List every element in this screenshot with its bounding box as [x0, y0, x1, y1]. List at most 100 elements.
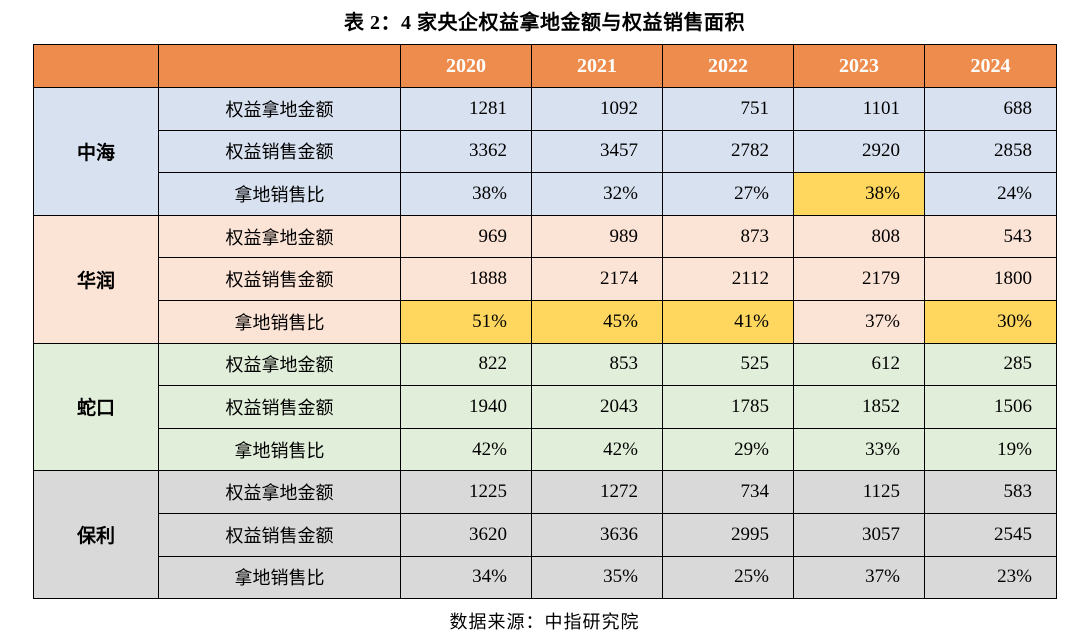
value-cell: 24% [924, 172, 1057, 216]
value-cell-highlighted: 38% [793, 172, 925, 216]
table-row: 权益销售金额 1940 2043 1785 1852 1506 [33, 385, 1057, 429]
value-cell: 3057 [793, 512, 925, 557]
value-cell: 583 [924, 470, 1057, 514]
value-cell: 2995 [662, 512, 794, 557]
value-cell: 42% [400, 427, 532, 472]
table-row: 拿地销售比 42% 42% 29% 33% 19% [33, 427, 1057, 472]
value-cell: 33% [793, 427, 925, 472]
metric-label-cell: 拿地销售比 [158, 427, 401, 472]
value-cell: 688 [924, 87, 1057, 131]
value-cell: 989 [531, 214, 663, 259]
value-cell: 1225 [400, 470, 532, 514]
value-cell: 822 [400, 342, 532, 387]
value-cell: 2043 [531, 385, 663, 429]
metric-label-cell: 权益销售金额 [158, 257, 401, 301]
metric-label-cell: 权益拿地金额 [158, 342, 401, 387]
value-cell: 3636 [531, 512, 663, 557]
metric-label-cell: 拿地销售比 [158, 555, 401, 600]
header-year-2023: 2023 [793, 44, 925, 88]
value-cell: 853 [531, 342, 663, 387]
value-cell: 2112 [662, 257, 794, 301]
header-year-2020: 2020 [400, 44, 532, 88]
value-cell: 285 [924, 342, 1057, 387]
value-cell: 23% [924, 555, 1057, 600]
entity-name-cell: 华润 [33, 214, 159, 344]
table-row: 拿地销售比 34% 35% 25% 37% 23% [33, 555, 1057, 600]
value-cell-highlighted: 30% [924, 299, 1057, 344]
value-cell: 3620 [400, 512, 532, 557]
value-cell: 2179 [793, 257, 925, 301]
table-row: 中海 权益拿地金额 1281 1092 751 1101 688 [33, 87, 1057, 216]
table-row: 拿地销售比 38% 32% 27% 38% 24% [33, 172, 1057, 216]
table-row: 拿地销售比 51% 45% 41% 37% 30% [33, 299, 1057, 344]
value-cell: 32% [531, 172, 663, 216]
value-cell: 2782 [662, 129, 794, 174]
value-cell-highlighted: 51% [400, 299, 532, 344]
value-cell: 734 [662, 470, 794, 514]
table-row: 华润 权益拿地金额 969 989 873 808 543 [33, 214, 1057, 344]
value-cell: 34% [400, 555, 532, 600]
table-row: 保利 权益拿地金额 1225 1272 734 1125 583 [33, 470, 1057, 600]
value-cell: 37% [793, 299, 925, 344]
table-row: 蛇口 权益拿地金额 822 853 525 612 285 [33, 342, 1057, 472]
entity-name-cell: 蛇口 [33, 342, 159, 472]
table-title: 表 2：4 家央企权益拿地金额与权益销售面积 [344, 12, 745, 34]
value-cell: 873 [662, 214, 794, 259]
value-cell: 612 [793, 342, 925, 387]
value-cell: 1281 [400, 87, 532, 131]
value-cell: 29% [662, 427, 794, 472]
metric-label-cell: 拿地销售比 [158, 172, 401, 216]
value-cell: 1852 [793, 385, 925, 429]
value-cell: 2174 [531, 257, 663, 301]
value-cell: 1101 [793, 87, 925, 131]
header-metric-blank [158, 44, 401, 88]
header-year-2022: 2022 [662, 44, 794, 88]
entity-name-cell: 中海 [33, 87, 159, 216]
value-cell: 27% [662, 172, 794, 216]
value-cell: 808 [793, 214, 925, 259]
value-cell-highlighted: 41% [662, 299, 794, 344]
table-header-row: 2020 2021 2022 2023 2024 [33, 44, 1057, 88]
table-row: 权益销售金额 3620 3636 2995 3057 2545 [33, 512, 1057, 557]
metric-label-cell: 拿地销售比 [158, 299, 401, 344]
table-row: 权益销售金额 3362 3457 2782 2920 2858 [33, 129, 1057, 174]
value-cell: 42% [531, 427, 663, 472]
value-cell: 2920 [793, 129, 925, 174]
value-cell: 3362 [400, 129, 532, 174]
metric-label-cell: 权益拿地金额 [158, 470, 401, 514]
value-cell: 3457 [531, 129, 663, 174]
entity-name-cell: 保利 [33, 470, 159, 600]
value-cell: 38% [400, 172, 532, 216]
value-cell: 1125 [793, 470, 925, 514]
value-cell: 25% [662, 555, 794, 600]
value-cell: 525 [662, 342, 794, 387]
value-cell: 1800 [924, 257, 1057, 301]
value-cell: 35% [531, 555, 663, 600]
value-cell: 2858 [924, 129, 1057, 174]
value-cell: 1785 [662, 385, 794, 429]
value-cell-highlighted: 45% [531, 299, 663, 344]
metric-label-cell: 权益销售金额 [158, 512, 401, 557]
value-cell: 1506 [924, 385, 1057, 429]
header-year-2024: 2024 [924, 44, 1057, 88]
value-cell: 1888 [400, 257, 532, 301]
header-entity-blank [33, 44, 159, 88]
value-cell: 969 [400, 214, 532, 259]
value-cell: 1092 [531, 87, 663, 131]
data-table: 2020 2021 2022 2023 2024 中海 权益拿地金额 1281 109… [33, 44, 1057, 600]
value-cell: 543 [924, 214, 1057, 259]
metric-label-cell: 权益拿地金额 [158, 87, 401, 131]
metric-label-cell: 权益拿地金额 [158, 214, 401, 259]
value-cell: 2545 [924, 512, 1057, 557]
value-cell: 19% [924, 427, 1057, 472]
data-source-note: 数据来源：中指研究院 [449, 612, 640, 633]
table-body: 中海 权益拿地金额 1281 1092 751 1101 688 权益销售金额 3362 3457… [33, 87, 1057, 600]
value-cell: 751 [662, 87, 794, 131]
value-cell: 1272 [531, 470, 663, 514]
metric-label-cell: 权益销售金额 [158, 129, 401, 174]
metric-label-cell: 权益销售金额 [158, 385, 401, 429]
header-year-2021: 2021 [531, 44, 663, 88]
value-cell: 1940 [400, 385, 532, 429]
value-cell: 37% [793, 555, 925, 600]
